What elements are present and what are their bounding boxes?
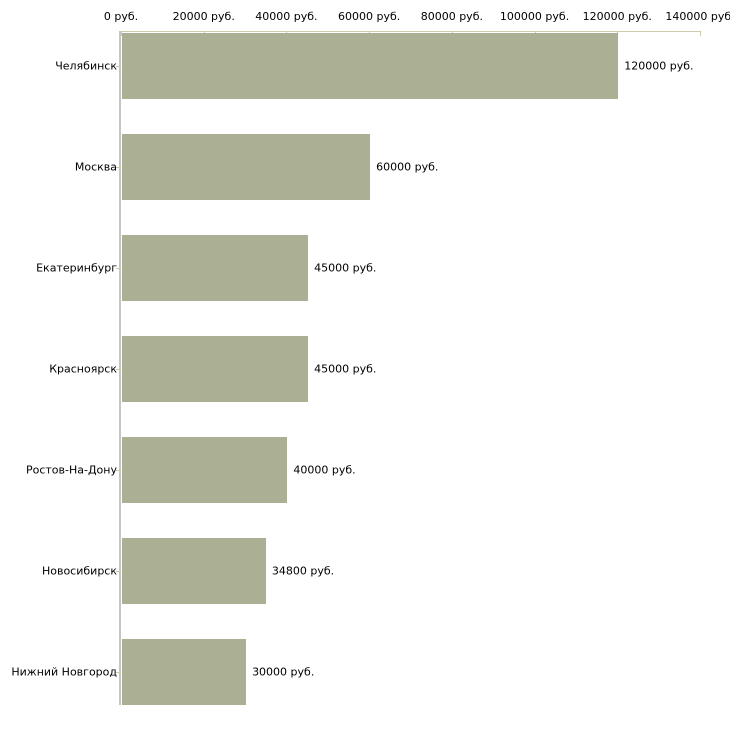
x-axis-line [121,31,700,32]
x-axis-tick-mark [700,31,701,36]
category-tick-mark [116,167,121,168]
category-label: Нижний Новгород [11,665,117,679]
x-axis-tick-label: 80000 руб. [420,10,483,23]
category-label: Ростов-На-Дону [25,463,117,477]
value-label: 60000 руб. [376,160,439,174]
category-tick-mark [116,571,121,572]
bar-4 [122,437,288,503]
value-label: 45000 руб. [314,261,377,275]
bar-1 [122,134,371,200]
value-label: 30000 руб. [252,665,315,679]
bar-6 [122,639,247,705]
bar-5 [122,538,266,604]
category-tick-mark [116,470,121,471]
category-label: Екатеринбург [36,261,117,275]
value-label: 45000 руб. [314,362,377,376]
x-axis-tick-label: 100000 руб. [499,10,570,23]
bar-2 [122,235,309,301]
category-tick-mark [116,369,121,370]
x-axis-tick-label: 20000 руб. [172,10,235,23]
x-axis-tick-label: 0 руб. [103,10,139,23]
category-label: Москва [74,160,117,174]
value-label: 120000 руб. [624,59,694,73]
x-axis-tick-label: 140000 руб. [665,10,730,23]
value-label: 34800 руб. [271,564,335,578]
x-axis-tick-mark [121,31,122,36]
y-axis-line [119,31,121,705]
category-label: Красноярск [49,362,117,376]
bar-3 [122,336,309,402]
category-label: Новосибирск [41,564,117,578]
category-tick-mark [116,672,121,673]
value-label: 40000 руб. [293,463,356,477]
bar-0 [122,33,619,99]
x-axis-tick-label: 120000 руб. [582,10,652,23]
x-axis-tick-label: 40000 руб. [255,10,318,23]
category-tick-mark [116,66,121,67]
category-label: Челябинск [55,59,117,73]
x-axis-tick-label: 60000 руб. [338,10,401,23]
category-tick-mark [116,268,121,269]
